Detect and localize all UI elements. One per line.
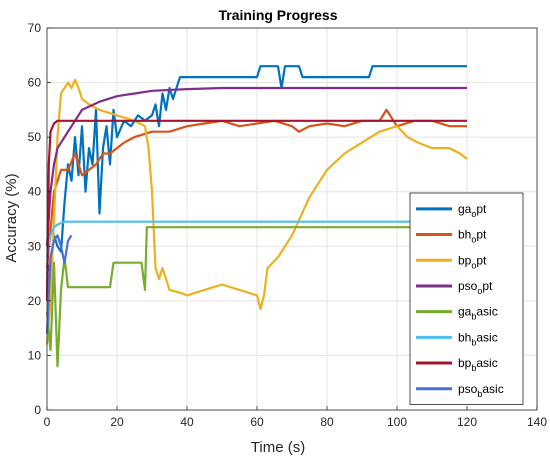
series-line-bh-basic [45, 220, 467, 258]
y-tick-label: 40 [28, 185, 42, 199]
legend-label-sub: b [471, 363, 476, 373]
series-line-pso-basic [45, 234, 73, 334]
series-line-ga-basic [45, 226, 467, 368]
legend-label-main: bh [458, 330, 471, 344]
legend-label-main: bh [458, 228, 471, 242]
legend-label-rest: pt [482, 279, 493, 293]
legend-label-main: ga [458, 305, 472, 319]
x-tick-label: 0 [44, 415, 51, 429]
plot-frame [46, 27, 538, 411]
legend-label-rest: asic [476, 330, 497, 344]
y-tick-label: 70 [28, 21, 42, 35]
legend-label-main: bp [458, 356, 472, 370]
legend-label: bpbasic [458, 356, 498, 373]
legend-label: bpopt [458, 253, 487, 270]
legend-label-sub: b [477, 389, 482, 399]
ticks: 0 20 40 60 80 100 120 140 0 10 20 30 40 50 60 70 [28, 21, 548, 429]
y-tick-label: 50 [28, 130, 42, 144]
y-tick-label: 30 [28, 239, 42, 253]
series-line-ga-opt [45, 65, 467, 274]
x-tick-label: 60 [250, 415, 264, 429]
y-tick-label: 20 [28, 294, 42, 308]
x-tick-label: 40 [180, 415, 194, 429]
legend-label-main: pso [458, 382, 478, 396]
legend-label-rest: pt [476, 202, 487, 216]
series-layer [45, 65, 468, 368]
legend-label: gaopt [458, 202, 487, 219]
legend-label: bhopt [458, 228, 487, 245]
legend-label-rest: asic [476, 305, 497, 319]
legend-label: psobasic [458, 382, 504, 399]
legend-label-rest: pt [476, 253, 487, 267]
series-line-bp-basic [45, 119, 467, 301]
y-tick-label: 60 [28, 76, 42, 90]
series-line-bh-opt [45, 108, 467, 269]
y-tick-label: 0 [34, 403, 41, 417]
legend-label: bhbasic [458, 330, 498, 347]
y-tick-label: 10 [28, 348, 42, 362]
x-tick-label: 120 [457, 415, 477, 429]
chart-title: Training Progress [218, 7, 337, 23]
x-axis-label: Time (s) [251, 439, 305, 456]
y-axis-label: Accuracy (%) [3, 173, 20, 262]
legend-label-main: pso [458, 279, 478, 293]
legend-label-sub: b [471, 312, 476, 322]
legend: gaoptbhoptbpoptpsooptgabasicbhbasicbpbas… [409, 192, 524, 406]
legend-label-sub: o [471, 209, 476, 219]
x-tick-label: 140 [527, 415, 547, 429]
legend-label-sub: b [471, 337, 476, 347]
legend-label-rest: asic [476, 356, 497, 370]
legend-label-main: ga [458, 202, 472, 216]
series-line-pso-opt [45, 86, 467, 247]
legend-label-sub: o [471, 260, 476, 270]
x-tick-label: 80 [320, 415, 334, 429]
legend-label-sub: o [471, 235, 476, 245]
series-line-bp-opt [45, 78, 468, 345]
legend-label-rest: asic [482, 382, 503, 396]
x-tick-label: 20 [110, 415, 124, 429]
legend-label: gabasic [458, 305, 498, 322]
legend-box [409, 192, 524, 406]
legend-label-sub: o [477, 286, 482, 296]
x-tick-label: 100 [387, 415, 407, 429]
legend-label-rest: pt [476, 228, 487, 242]
legend-label: psoopt [458, 279, 493, 296]
legend-label-main: bp [458, 253, 472, 267]
